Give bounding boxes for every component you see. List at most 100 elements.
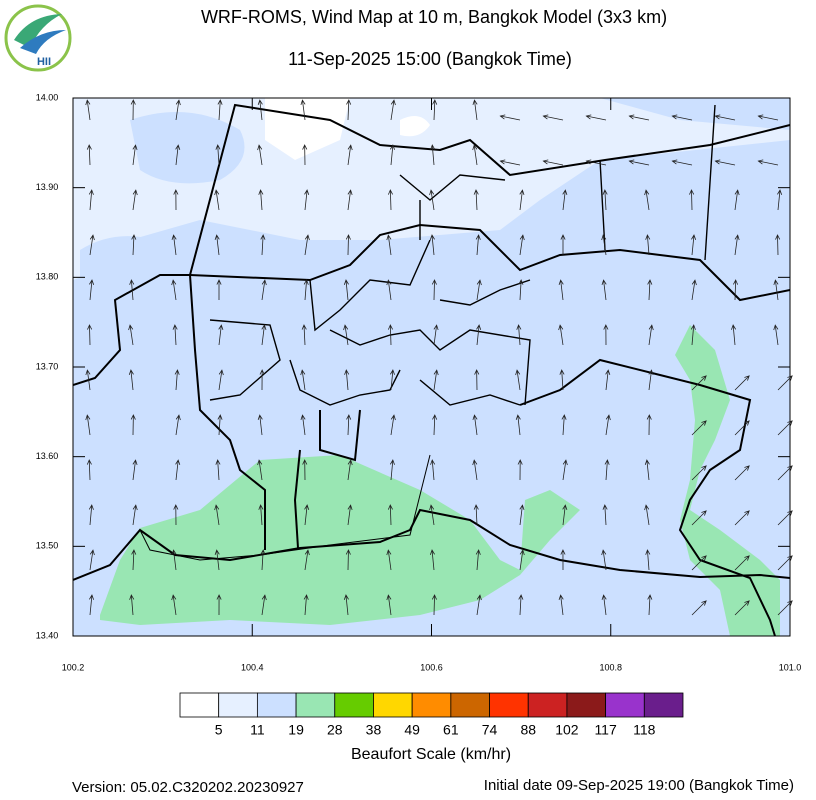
wind-arrow xyxy=(515,369,521,391)
wind-arrow xyxy=(386,594,392,616)
wind-arrow xyxy=(691,555,707,571)
wind-arrow xyxy=(432,99,438,121)
wind-arrow xyxy=(648,369,654,391)
y-tick-label: 13.70 xyxy=(36,361,59,371)
wind-arrow xyxy=(601,234,607,256)
wind-arrow xyxy=(130,99,136,121)
wind-arrow xyxy=(777,420,793,436)
colorbar-label: 19 xyxy=(288,722,304,738)
wind-arrow xyxy=(757,114,779,121)
wind-arrow xyxy=(347,189,353,211)
wind-arrow xyxy=(132,189,138,211)
wind-arrow xyxy=(734,420,750,436)
wind-arrow xyxy=(519,504,525,526)
wind-arrow xyxy=(734,600,750,616)
map-fill xyxy=(73,98,790,636)
province-boundary xyxy=(293,409,361,549)
wind-arrow xyxy=(257,144,263,166)
wind-zone xyxy=(73,98,790,280)
colorbar-label: 5 xyxy=(215,722,223,738)
wind-arrow xyxy=(347,504,353,526)
wind-arrow xyxy=(218,369,224,391)
wind-arrow xyxy=(644,459,650,481)
colorbar-box xyxy=(566,692,607,718)
wind-arrow xyxy=(260,549,266,571)
wind-arrow xyxy=(257,459,263,481)
wind-arrow xyxy=(302,459,308,481)
wind-arrow xyxy=(472,99,478,121)
y-tick-label: 13.90 xyxy=(36,182,59,192)
title: WRF-ROMS, Wind Map at 10 m, Bangkok Mode… xyxy=(201,7,667,27)
wind-arrow xyxy=(214,189,220,211)
wind-arrow xyxy=(303,594,309,616)
wind-arrow xyxy=(585,114,607,121)
wind-arrow xyxy=(476,279,482,301)
wind-arrow xyxy=(433,369,439,391)
wind-zone xyxy=(100,455,580,625)
wind-arrow xyxy=(691,234,697,256)
wind-arrow xyxy=(216,594,222,616)
y-tick-label: 13.40 xyxy=(36,630,59,640)
wind-arrow xyxy=(603,324,609,346)
colorbar-box xyxy=(179,692,220,718)
wind-arrow xyxy=(472,414,478,436)
wind-arrow xyxy=(777,189,783,211)
wind-arrow xyxy=(132,144,138,166)
colorbar-box xyxy=(411,692,452,718)
wind-arrow xyxy=(343,279,349,301)
wind-arrow xyxy=(89,279,95,301)
wind-arrow xyxy=(645,234,651,256)
wind-arrow xyxy=(561,414,567,436)
wind-arrow xyxy=(648,324,654,346)
wind-arrow xyxy=(517,459,523,481)
wind-arrow xyxy=(734,465,750,481)
wind-arrow xyxy=(389,459,395,481)
wind-arrow xyxy=(387,189,393,211)
colorbar-box xyxy=(256,692,297,718)
x-tick-label: 100.8 xyxy=(599,662,622,672)
wind-arrow xyxy=(714,114,736,121)
wind-arrow xyxy=(301,324,307,346)
wind-arrow xyxy=(259,369,265,391)
wind-arrow xyxy=(175,144,181,166)
wind-arrow xyxy=(515,414,521,436)
wind-arrow xyxy=(347,459,353,481)
colorbar-title: Beaufort Scale (km/hr) xyxy=(351,746,511,763)
wind-arrow xyxy=(757,159,779,166)
wind-arrow xyxy=(214,504,220,526)
colorbar-label: 118 xyxy=(633,722,656,738)
wind-arrow xyxy=(773,279,779,301)
wind-arrow xyxy=(261,594,267,616)
wind-arrow xyxy=(175,459,181,481)
wind-arrow xyxy=(775,234,781,256)
colorbar-box xyxy=(527,692,568,718)
colorbar-box xyxy=(489,692,529,718)
province-boundary xyxy=(73,103,790,386)
wind-arrow xyxy=(429,189,435,211)
x-tick-label: 100.2 xyxy=(62,662,85,672)
wind-zone xyxy=(675,325,780,636)
wind-arrow xyxy=(386,279,392,301)
colorbar-box xyxy=(605,692,645,718)
coast xyxy=(73,508,790,581)
wind-arrow xyxy=(429,549,435,571)
colorbar-label: 102 xyxy=(555,722,579,738)
y-tick-label: 13.60 xyxy=(36,451,59,461)
wind-arrow xyxy=(175,414,181,436)
province-boundary xyxy=(189,274,266,550)
colorbar-label: 117 xyxy=(594,722,617,738)
wind-arrow xyxy=(499,114,521,121)
wind-arrow xyxy=(602,504,608,526)
wind-arrow xyxy=(558,324,564,346)
wind-arrows xyxy=(85,99,793,616)
wind-arrow xyxy=(304,504,310,526)
wind-arrow xyxy=(562,459,568,481)
wind-arrow xyxy=(689,189,695,211)
wind-arrow xyxy=(88,189,94,211)
wind-arrow xyxy=(218,324,224,346)
wind-arrow xyxy=(777,555,793,571)
wind-arrow xyxy=(387,324,393,346)
wind-arrow xyxy=(261,324,267,346)
wind-arrow xyxy=(516,324,522,346)
